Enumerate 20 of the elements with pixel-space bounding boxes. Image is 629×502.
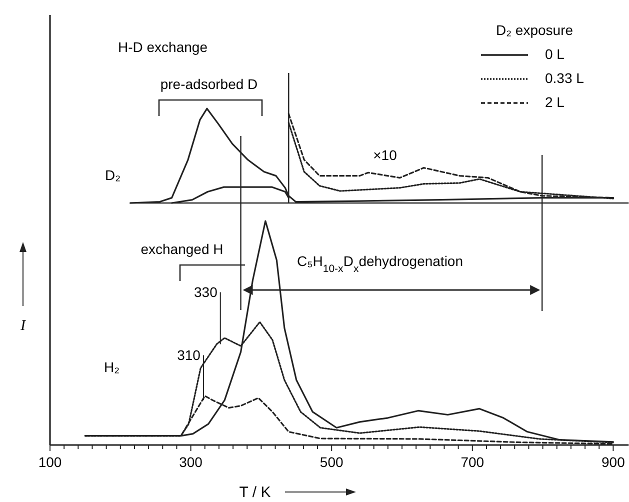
x-tick-label: 700	[460, 454, 484, 470]
chart-title: H-D exchange	[118, 39, 208, 55]
annotation: ×10	[373, 147, 398, 163]
legend-label: 2 L	[545, 94, 565, 110]
annotation: D₂	[105, 167, 121, 183]
annotation: C₅H$_{10-x}$D$_{x}$dehydrogenation	[297, 253, 463, 275]
text: pre-adsorbed D	[160, 76, 258, 92]
y-axis-title: I	[20, 318, 26, 334]
legend-label: 0 L	[545, 46, 565, 62]
legend-label: 0.33 L	[545, 70, 584, 86]
x-axis-title: T / K	[239, 484, 271, 501]
annotation: H₂	[104, 359, 120, 375]
x-tick-label: 300	[179, 454, 203, 470]
annotation: exchanged H	[140, 241, 224, 257]
x-tick-label: 500	[320, 454, 344, 470]
legend-title: D₂ exposure	[496, 22, 574, 38]
annotation: 310	[177, 347, 201, 364]
x-tick-label: 900	[602, 454, 626, 470]
x-tick-label: 100	[38, 454, 62, 470]
annotation: 330	[194, 284, 218, 300]
